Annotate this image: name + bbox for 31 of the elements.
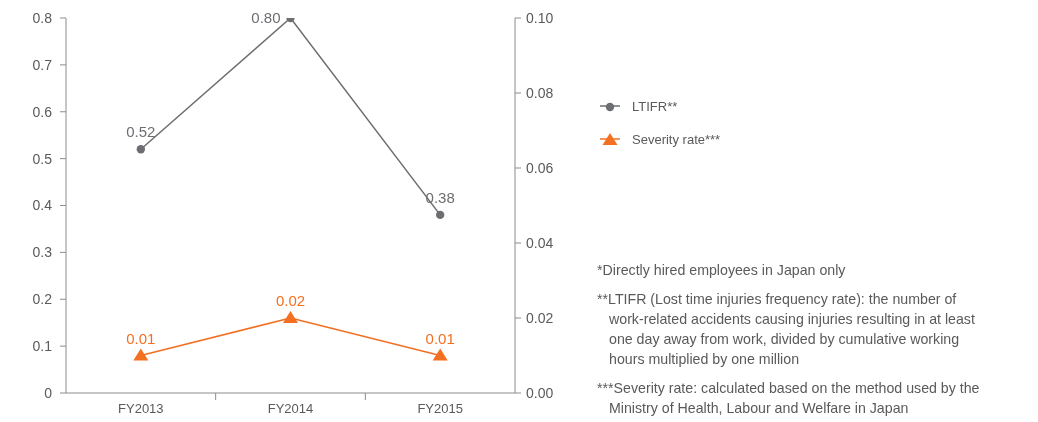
point (136, 145, 146, 154)
y2-tick-label: 0.02 (526, 309, 554, 326)
y-tick-label: 0 (44, 384, 53, 401)
y-tick-label: 0.4 (32, 197, 53, 214)
data-label: 0.80 (251, 9, 281, 26)
y2-tick-label: 0.06 (526, 159, 554, 176)
y2-tick-label: 0.08 (526, 84, 554, 101)
data-label: 0.02 (275, 292, 306, 309)
legend-label: LTIFR** (632, 98, 678, 114)
y-tick-label: 0.8 (32, 9, 53, 26)
x-tick-label: FY2014 (267, 401, 314, 416)
text: ***Severity rate: calculated based on the method used by the Ministry of Health, Labour and Welfare in Japan (597, 379, 981, 418)
y-tick-label: 0.2 (32, 291, 53, 308)
data-label: 0.01 (425, 329, 455, 347)
y-tick-label: 0.7 (32, 56, 53, 73)
y-tick-label: 0.3 (32, 244, 53, 261)
x-tick-label: FY2013 (118, 401, 164, 416)
y2-tick-label: 0.10 (526, 9, 554, 26)
x-tick-label: FY2015 (417, 401, 463, 416)
y-tick-label: 0.1 (32, 338, 53, 355)
data-label: 0.38 (425, 188, 455, 206)
y-tick-label: 0.6 (32, 103, 53, 120)
legend-label: Severity rate*** (632, 131, 721, 147)
y2-tick-label: 0.04 (526, 234, 554, 251)
text: **LTIFR (Lost time injuries frequency rate): the number of work-related accidents causing injuries resulting in at least one day away from work, divided by cumulative working hours multiplied by one million (597, 290, 976, 369)
y2-tick-label: 0.00 (526, 384, 554, 401)
data-label: 0.01 (126, 329, 156, 347)
data-label: 0.52 (126, 123, 156, 141)
y-tick-label: 0.5 (32, 150, 53, 167)
point (435, 210, 445, 220)
text: *Directly hired employees in Japan only (597, 261, 847, 280)
